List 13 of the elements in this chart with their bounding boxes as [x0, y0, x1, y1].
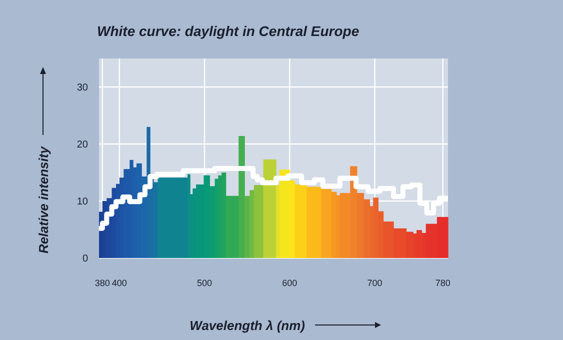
y-axis-title: Relative intensity — [36, 146, 51, 254]
x-tick-label: 500 — [197, 278, 212, 288]
x-tick-label: 600 — [282, 278, 298, 288]
chart-title: White curve: daylight in Central Europe — [97, 23, 360, 39]
x-tick-label: 700 — [367, 278, 382, 288]
y-tick-label: 20 — [76, 140, 88, 150]
y-tick-label: 10 — [76, 196, 88, 208]
y-tick-label: 30 — [76, 82, 88, 94]
x-tick-label: 400 — [112, 278, 127, 288]
x-tick-label: 780 — [435, 278, 450, 288]
x-axis-title: Wavelength λ (nm) — [190, 318, 305, 333]
y-tick-label: 0 — [82, 254, 88, 264]
x-tick-label: 380 — [94, 278, 110, 288]
